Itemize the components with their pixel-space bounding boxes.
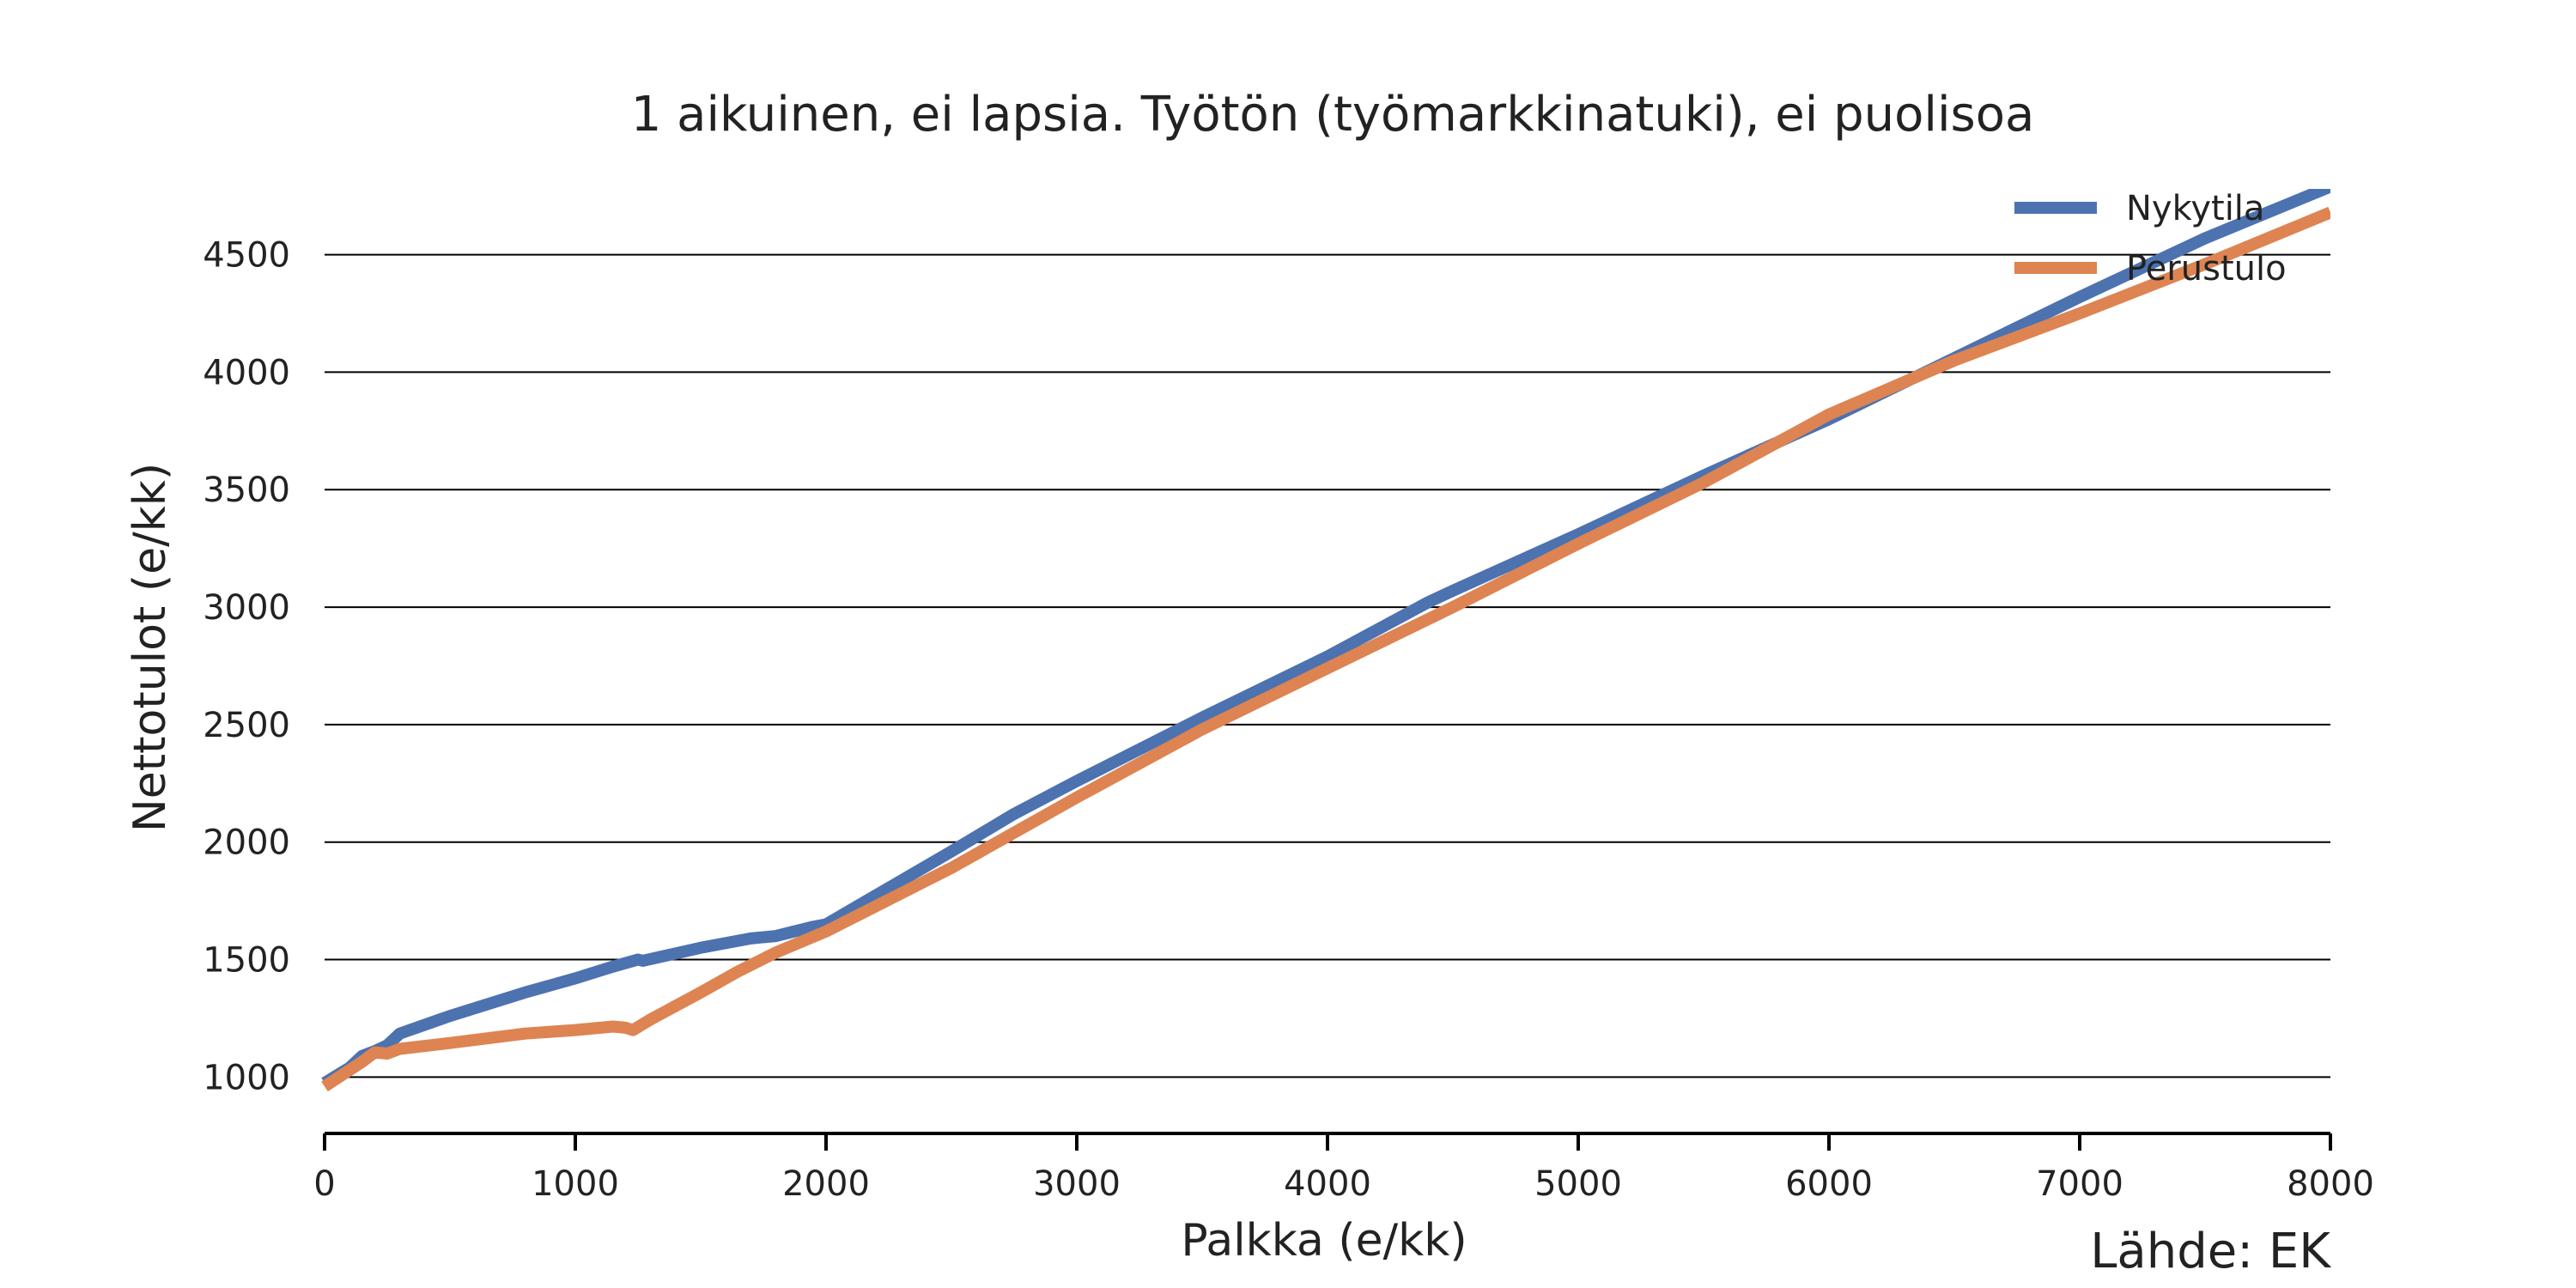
x-tick-label: 8000 — [2287, 1164, 2374, 1204]
x-tick-label: 2000 — [782, 1164, 870, 1204]
x-tick-label: 7000 — [2036, 1164, 2123, 1204]
x-tick-label: 4000 — [1284, 1164, 1371, 1204]
x-tick-label: 6000 — [1785, 1164, 1873, 1204]
y-tick-label: 1500 — [203, 941, 290, 981]
series-line-perustulo — [321, 206, 2330, 1092]
series-group — [321, 189, 2330, 1092]
y-tick-label: 2000 — [203, 823, 290, 863]
x-tick-label: 5000 — [1534, 1164, 1622, 1204]
legend-label-perustulo: Perustulo — [2126, 249, 2287, 289]
y-tick-label: 4500 — [203, 236, 290, 276]
x-axis-label: Palkka (e/kk) — [1181, 1215, 1467, 1267]
y-tick-label: 4000 — [203, 353, 290, 392]
y-axis-label: Nettotulot (e/kk) — [125, 463, 176, 832]
x-ticks: 0 1000 2000 3000 4000 5000 6000 7000 8000 — [313, 1133, 2374, 1204]
y-tick-label: 3000 — [203, 588, 290, 628]
series-line-nykytila — [321, 189, 2330, 1089]
legend: Nykytila Perustulo — [2014, 189, 2287, 289]
x-tick-label: 3000 — [1033, 1164, 1121, 1204]
x-tick-label: 1000 — [532, 1164, 619, 1204]
y-tick-label: 3500 — [203, 471, 290, 510]
source-note: Lähde: EK — [2090, 1224, 2331, 1279]
y-ticks: 1000 1500 2000 2500 3000 3500 4000 4500 — [203, 236, 290, 1098]
chart-title: 1 aikuinen, ei lapsia. Työtön (työmarkki… — [631, 87, 2035, 143]
legend-label-nykytila: Nykytila — [2126, 189, 2264, 228]
y-tick-label: 1000 — [203, 1058, 290, 1097]
y-tick-label: 2500 — [203, 706, 290, 745]
x-tick-label: 0 — [313, 1164, 335, 1204]
